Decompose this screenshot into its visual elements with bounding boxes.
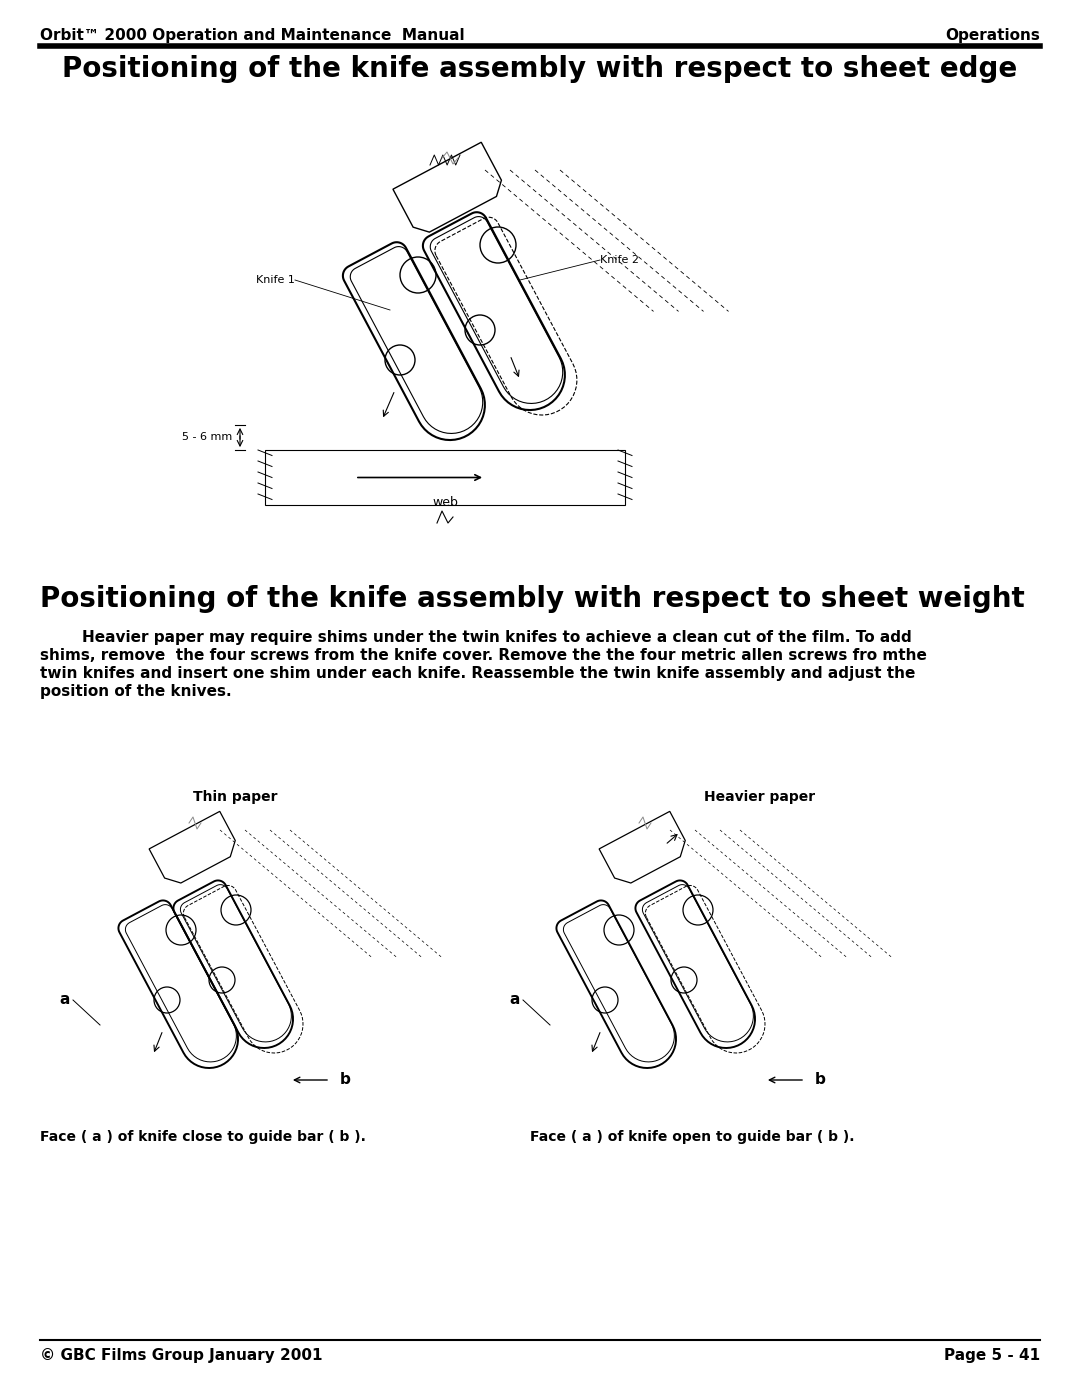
- Text: © GBC Films Group January 2001: © GBC Films Group January 2001: [40, 1348, 323, 1363]
- Text: Thin paper: Thin paper: [192, 789, 278, 805]
- Text: Page 5 - 41: Page 5 - 41: [944, 1348, 1040, 1363]
- Text: Operations: Operations: [945, 28, 1040, 43]
- Text: Positioning of the knife assembly with respect to sheet weight: Positioning of the knife assembly with r…: [40, 585, 1025, 613]
- Text: b: b: [815, 1073, 826, 1087]
- Text: web: web: [432, 496, 458, 509]
- Text: Positioning of the knife assembly with respect to sheet edge: Positioning of the knife assembly with r…: [63, 54, 1017, 82]
- Text: Face ( a ) of knife open to guide bar ( b ).: Face ( a ) of knife open to guide bar ( …: [530, 1130, 854, 1144]
- Text: Face ( a ) of knife close to guide bar ( b ).: Face ( a ) of knife close to guide bar (…: [40, 1130, 366, 1144]
- Text: b: b: [340, 1073, 351, 1087]
- Text: Orbit™ 2000 Operation and Maintenance  Manual: Orbit™ 2000 Operation and Maintenance Ma…: [40, 28, 464, 43]
- Text: Heavier paper may require shims under the twin knifes to achieve a clean cut of : Heavier paper may require shims under th…: [40, 630, 912, 645]
- Text: 5 - 6 mm: 5 - 6 mm: [181, 433, 232, 443]
- Text: Heavier paper: Heavier paper: [704, 789, 815, 805]
- Text: twin knifes and insert one shim under each knife. Reassemble the twin knife asse: twin knifes and insert one shim under ea…: [40, 666, 916, 680]
- Bar: [265, 450, 625, 504]
- Text: a: a: [510, 992, 519, 1007]
- Text: Knife 2: Knife 2: [600, 256, 639, 265]
- Text: shims, remove  the four screws from the knife cover. Remove the the four metric : shims, remove the four screws from the k…: [40, 648, 927, 664]
- Text: a: a: [59, 992, 70, 1007]
- Text: position of the knives.: position of the knives.: [40, 685, 231, 698]
- Text: Knife 1: Knife 1: [256, 275, 295, 285]
